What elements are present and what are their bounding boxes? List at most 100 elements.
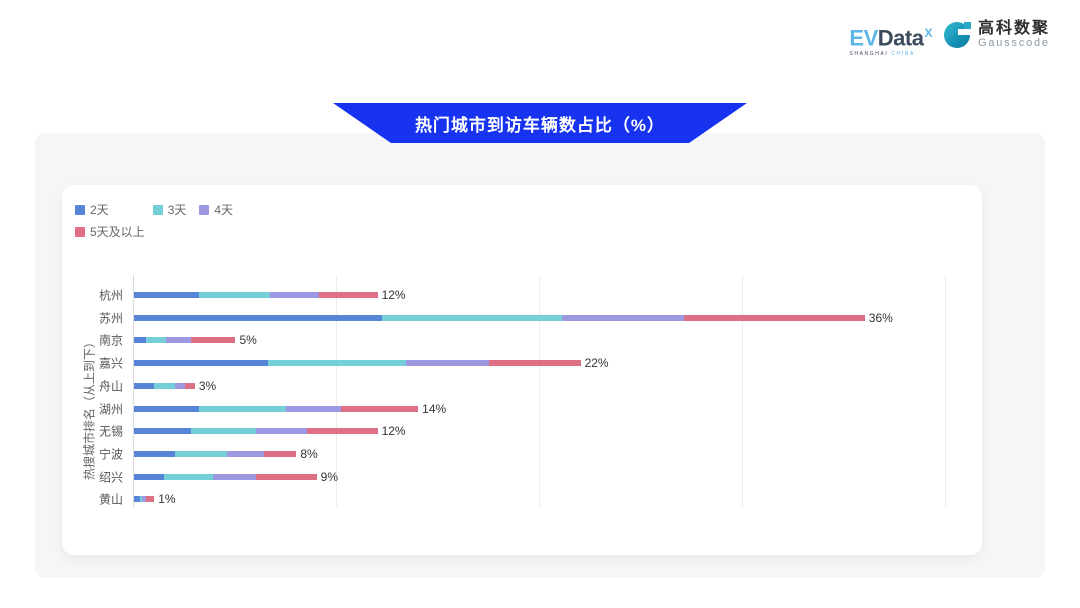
bar-segment-2天 <box>134 450 175 457</box>
bar-value-label: 1% <box>158 492 176 507</box>
evdata-data-text: Data <box>877 25 924 51</box>
legend-item-4天[interactable]: 4天 <box>199 201 233 218</box>
bar-segment-2天 <box>134 405 199 412</box>
gridline-30 <box>742 275 743 507</box>
bar-segment-4天 <box>406 360 490 367</box>
bar-value-label: 12% <box>381 288 406 302</box>
gausscode-text: 高科数聚 Gausscode <box>978 20 1050 49</box>
bar-segment-5天及以上 <box>341 405 419 412</box>
evdata-wordmark: EVDataX <box>849 22 932 49</box>
y-axis-label-绍兴: 绍兴 <box>98 470 123 485</box>
legend-label: 3天 <box>167 203 187 217</box>
legend-swatch <box>199 204 210 215</box>
gausscode-square <box>963 21 971 29</box>
chart-panel: 2天 3天 4天 5天及以上 热搜城市排名（从上到下） 杭州 苏州 南京 嘉兴 舟山 湖州 无锡宁… <box>35 133 1045 578</box>
bar-value-label: 22% <box>584 356 609 371</box>
bar-segment-5天及以上 <box>306 428 378 435</box>
bar-segment-3天 <box>164 473 214 480</box>
bar-segment-2天 <box>134 360 268 367</box>
bar-segment-2天 <box>134 496 141 503</box>
evdata-china-text: CHINA <box>891 51 915 58</box>
bar-segment-5天及以上 <box>684 314 865 321</box>
bar-segment-3天 <box>154 382 175 389</box>
y-axis-labels: 杭州 苏州 南京 嘉兴 舟山 湖州 无锡 宁波 绍兴 黄山 <box>62 185 128 555</box>
bar-segment-3天 <box>381 314 563 321</box>
gausscode-cn-label: 高科数聚 <box>977 20 1050 37</box>
y-axis-label-杭州: 杭州 <box>98 288 123 303</box>
bar-segment-5天及以上 <box>263 450 297 457</box>
bar-row-嘉兴: 22% <box>134 356 609 370</box>
bar-segment-2天 <box>134 473 165 480</box>
bar-segment-3天 <box>198 292 270 298</box>
bar-segment-4天 <box>142 496 147 503</box>
plot-area: 12% 36% 5% 22% 3% 14% 12% 8% 9% 1% <box>133 275 946 507</box>
chart-title-banner: 热门城市到访车辆数占比（%） <box>333 103 747 143</box>
gausscode-notch <box>957 28 972 35</box>
legend-item-3天[interactable]: 3天 <box>152 201 187 218</box>
gridline-20 <box>539 275 540 507</box>
bar-value-label: 5% <box>239 333 257 348</box>
bar-segment-5天及以上 <box>184 382 195 389</box>
bar-row-苏州: 36% <box>134 311 893 325</box>
y-axis-label-无锡: 无锡 <box>98 424 123 439</box>
bar-segment-2天 <box>134 428 191 435</box>
legend-item-5天及以上[interactable]: 5天及以上 <box>75 223 145 240</box>
bar-segment-5天及以上 <box>318 292 378 298</box>
bar-value-label: 9% <box>320 469 339 484</box>
legend: 2天 3天 4天 5天及以上 <box>75 201 315 240</box>
bar-segment-2天 <box>134 382 155 389</box>
bar-segment-5天及以上 <box>146 496 155 503</box>
gausscode-g-icon <box>943 21 972 49</box>
gridline-40 <box>945 275 946 507</box>
y-axis-label-嘉兴: 嘉兴 <box>98 356 123 371</box>
gridline-0 <box>133 275 134 507</box>
bar-segment-3天 <box>190 428 256 435</box>
legend-label: 2天 <box>90 203 109 217</box>
bar-row-杭州: 12% <box>134 288 406 302</box>
bar-segment-4天 <box>227 450 264 457</box>
legend-swatch <box>75 226 85 237</box>
bar-segment-4天 <box>286 405 342 412</box>
bar-segment-5天及以上 <box>255 473 317 480</box>
legend-label: 5天及以上 <box>90 225 145 239</box>
gausscode-logo: 高科数聚 Gausscode <box>943 20 1050 49</box>
bar-segment-4天 <box>255 428 307 435</box>
bar-segment-4天 <box>213 473 256 480</box>
gridline-10 <box>336 275 337 507</box>
legend-swatch <box>75 204 85 215</box>
evdata-subtext: SHANGHAI CHINA <box>849 51 932 57</box>
brand-logos: EVDataX SHANGHAI CHINA 高科数聚 Gausscode <box>849 20 1050 57</box>
evdata-x-icon: X <box>924 26 932 40</box>
y-axis-label-苏州: 苏州 <box>98 311 123 326</box>
bar-segment-4天 <box>166 337 191 344</box>
y-axis-label-宁波: 宁波 <box>98 447 123 462</box>
bar-value-label: 12% <box>381 424 406 439</box>
bar-row-湖州: 14% <box>134 402 446 416</box>
chart-card: 2天 3天 4天 5天及以上 热搜城市排名（从上到下） 杭州 苏州 南京 嘉兴 舟山 湖州 无锡宁… <box>62 185 982 555</box>
legend-item-2天[interactable]: 2天 <box>75 201 109 218</box>
bar-row-舟山: 3% <box>134 379 216 393</box>
bar-row-无锡: 12% <box>134 424 406 438</box>
legend-label: 4天 <box>214 203 234 217</box>
gausscode-en-label: Gausscode <box>977 37 1050 49</box>
bar-segment-3天 <box>174 450 228 457</box>
bar-segment-3天 <box>146 337 167 344</box>
legend-swatch <box>152 204 163 215</box>
bar-row-南京: 5% <box>134 333 257 347</box>
page-title: 热门城市到访车辆数占比（%） <box>414 115 666 135</box>
y-axis-label-南京: 南京 <box>98 333 123 348</box>
bar-segment-3天 <box>267 360 406 367</box>
evdata-shanghai-text: SHANGHAI <box>849 51 889 58</box>
bar-segment-4天 <box>562 314 685 321</box>
bar-segment-2天 <box>134 314 382 321</box>
bar-value-label: 36% <box>868 310 893 325</box>
evdata-ev-text: EV <box>849 25 878 51</box>
bar-value-label: 14% <box>422 401 447 416</box>
bar-segment-2天 <box>134 292 199 298</box>
y-axis-label-舟山: 舟山 <box>98 379 123 394</box>
bar-value-label: 8% <box>300 446 318 461</box>
y-axis-label-黄山: 黄山 <box>98 492 123 507</box>
bar-segment-3天 <box>198 405 287 412</box>
bar-row-宁波: 8% <box>134 447 318 461</box>
bar-segment-4天 <box>174 382 185 389</box>
